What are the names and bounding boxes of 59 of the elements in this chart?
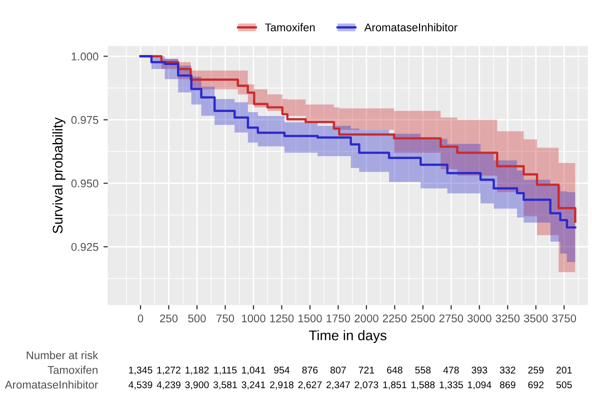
text: 2,918 xyxy=(270,381,294,390)
y-tick-label: 0.975 xyxy=(71,116,98,124)
text: 1,182 xyxy=(186,366,209,375)
x-tick-label: 250 xyxy=(160,314,178,322)
x-tick-label: 2000 xyxy=(354,314,378,322)
x-tick-label: 3250 xyxy=(496,314,520,322)
x-tick-label: 1750 xyxy=(326,314,350,322)
text: 558 xyxy=(415,366,431,374)
y-tick-label: 0.950 xyxy=(71,180,98,188)
text: 201 xyxy=(556,366,572,374)
text: 1,335 xyxy=(440,381,463,390)
text: 1,272 xyxy=(157,366,180,375)
x-tick-label: 2250 xyxy=(382,314,407,322)
x-tick-label: 500 xyxy=(188,314,206,322)
text: 2,073 xyxy=(354,381,378,390)
x-tick-label: 3000 xyxy=(467,314,492,322)
text: 692 xyxy=(528,381,544,388)
text: 1,115 xyxy=(214,366,237,375)
text: 1,851 xyxy=(383,381,406,390)
legend-label: AromataseInhibitor xyxy=(364,23,458,32)
text: 1,094 xyxy=(468,381,492,390)
text: 2,627 xyxy=(298,381,322,390)
text: Number at risk xyxy=(26,351,98,360)
text: 807 xyxy=(330,366,346,374)
y-axis-title: Survival probability xyxy=(52,117,66,234)
text: 1,345 xyxy=(129,366,152,375)
text: 393 xyxy=(472,366,488,374)
text: 4,239 xyxy=(156,381,180,390)
x-tick-label: 2500 xyxy=(411,314,435,322)
text: 3,241 xyxy=(242,381,266,390)
text: 1,041 xyxy=(242,366,266,375)
text: 332 xyxy=(500,366,516,374)
text: 876 xyxy=(302,366,318,374)
text: 259 xyxy=(528,366,544,374)
x-tick-label: 3500 xyxy=(524,314,548,322)
x-tick-label: 2750 xyxy=(439,314,464,322)
y-tick-label: 1.000 xyxy=(72,52,98,60)
x-tick-label: 3750 xyxy=(552,314,576,322)
text: 3,900 xyxy=(185,381,209,390)
text: 505 xyxy=(556,381,572,388)
text: 954 xyxy=(274,366,290,374)
text: 478 xyxy=(443,366,459,374)
text: 2,347 xyxy=(326,381,350,390)
text: 721 xyxy=(358,366,374,374)
text: 1,588 xyxy=(412,381,435,390)
text: 869 xyxy=(500,381,516,388)
x-tick-label: 1250 xyxy=(270,314,294,322)
category-label: Tamoxifen xyxy=(48,366,98,374)
category-label: AromataseInhibitor xyxy=(4,380,98,389)
text: 3,581 xyxy=(213,381,237,390)
x-tick-label: 750 xyxy=(216,314,234,322)
x-tick-label: 1500 xyxy=(298,314,322,322)
x-tick-label: 0 xyxy=(138,314,144,322)
legend-label: Tamoxifen xyxy=(265,23,315,32)
x-axis-title: Time in days xyxy=(309,330,386,344)
x-tick-label: 1000 xyxy=(242,314,266,322)
text: 648 xyxy=(387,366,402,374)
text: 4,539 xyxy=(128,381,152,390)
y-tick-label: 0.925 xyxy=(71,243,98,251)
